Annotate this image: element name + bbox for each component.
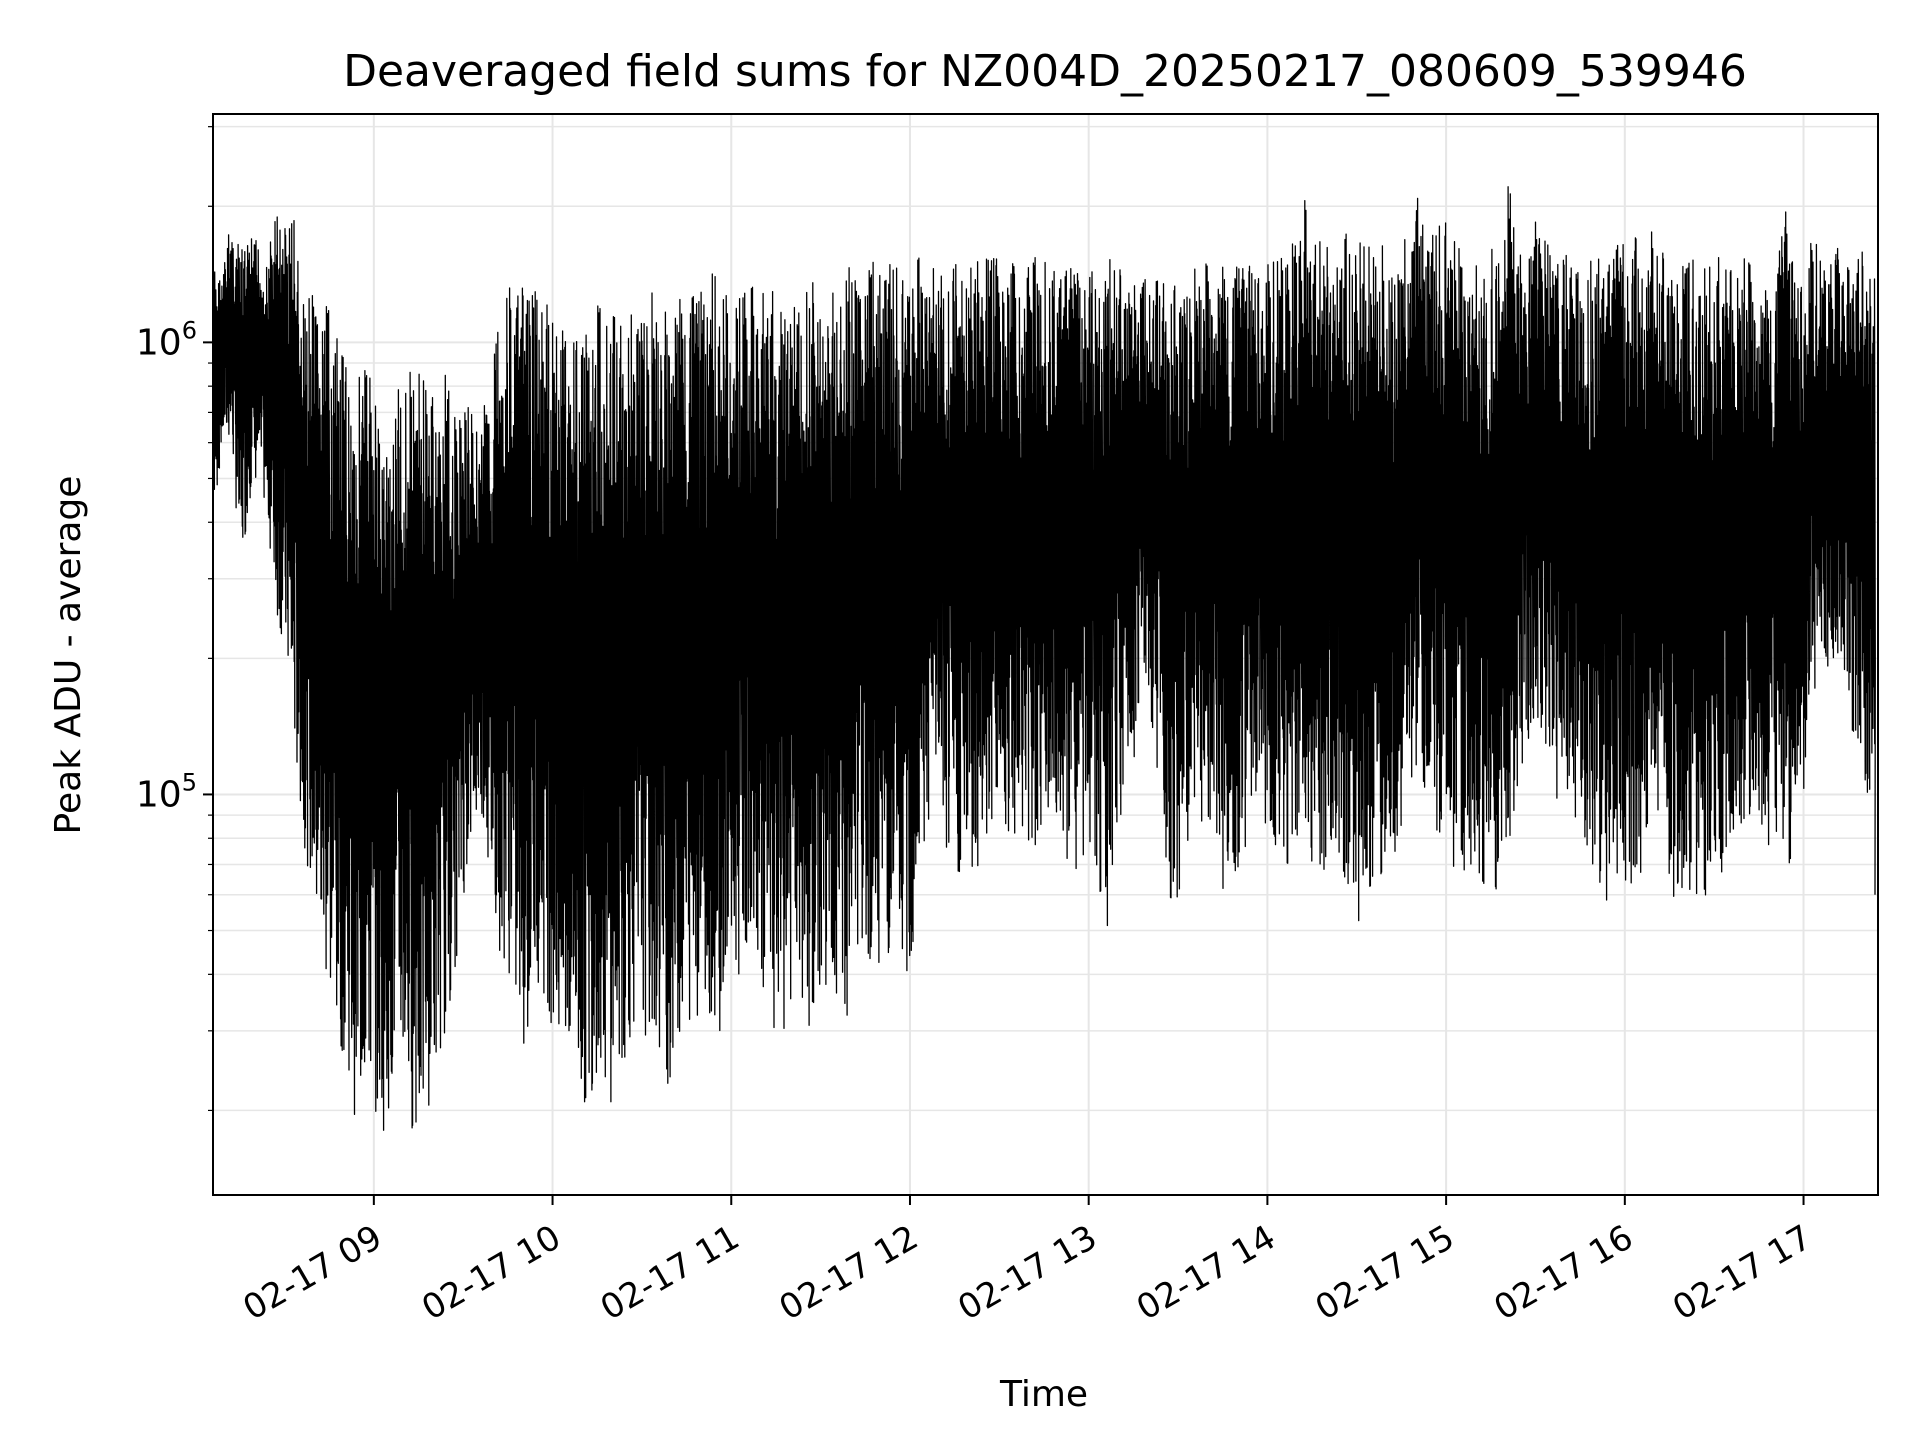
- x-tick-label: 02-17 12: [773, 1217, 925, 1328]
- data-series: [212, 186, 1876, 1131]
- x-tick-label: 02-17 10: [415, 1217, 567, 1328]
- x-tick-label: 02-17 09: [236, 1217, 388, 1328]
- y-axis: 105 106: [136, 126, 213, 1112]
- plot-frame: [212, 113, 1879, 1196]
- x-tick-label: 02-17 14: [1130, 1217, 1282, 1328]
- x-tick-label: 02-17 17: [1666, 1217, 1818, 1328]
- y-tick-label: 105: [136, 768, 197, 815]
- x-tick-label: 02-17 15: [1309, 1217, 1461, 1328]
- series-line: [212, 186, 1876, 1131]
- x-tick-label: 02-17 13: [951, 1217, 1103, 1328]
- chart-title: Deaveraged field sums for NZ004D_2025021…: [343, 46, 1747, 97]
- y-axis-label: Peak ADU - average: [48, 476, 89, 835]
- x-tick-label: 02-17 11: [594, 1217, 746, 1328]
- y-tick-label: 106: [136, 316, 197, 363]
- x-axis: 02-17 09 02-17 10 02-17 11 02-17 12 02-17 13…: [236, 1195, 1819, 1329]
- x-tick-label: 02-17 16: [1487, 1217, 1639, 1328]
- x-axis-label: Time: [999, 1374, 1088, 1415]
